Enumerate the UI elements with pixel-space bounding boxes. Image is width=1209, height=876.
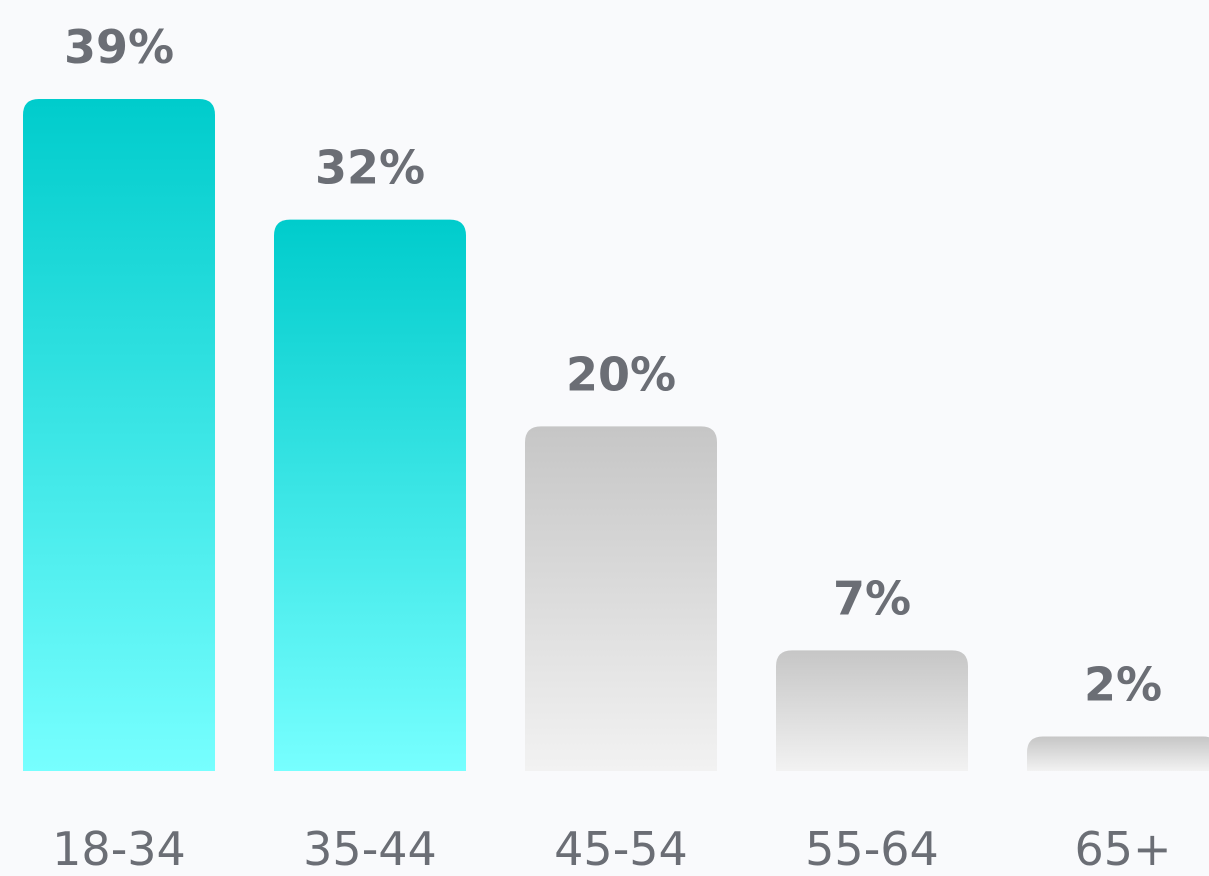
bar-65+ [1027,736,1209,771]
bar-35-44 [274,219,466,772]
value-labels-group: 39% 32% 20% 7% 2% [64,20,1162,712]
category-label-45-54: 45-54 [554,822,688,876]
category-label-35-44: 35-44 [303,822,437,876]
value-label-55-64: 7% [833,571,911,625]
bar-45-54 [525,426,717,771]
value-label-65+: 2% [1084,658,1162,712]
bars-group [23,99,1209,772]
value-label-18-34: 39% [64,20,174,74]
bar-55-64 [776,650,968,771]
category-label-55-64: 55-64 [805,822,939,876]
value-label-45-54: 20% [566,347,676,401]
category-labels-group: 18-34 35-44 45-54 55-64 65+ [52,822,1171,876]
value-label-35-44: 32% [315,141,425,195]
category-label-65+: 65+ [1074,822,1171,876]
category-label-18-34: 18-34 [52,822,186,876]
bar-18-34 [23,99,215,771]
